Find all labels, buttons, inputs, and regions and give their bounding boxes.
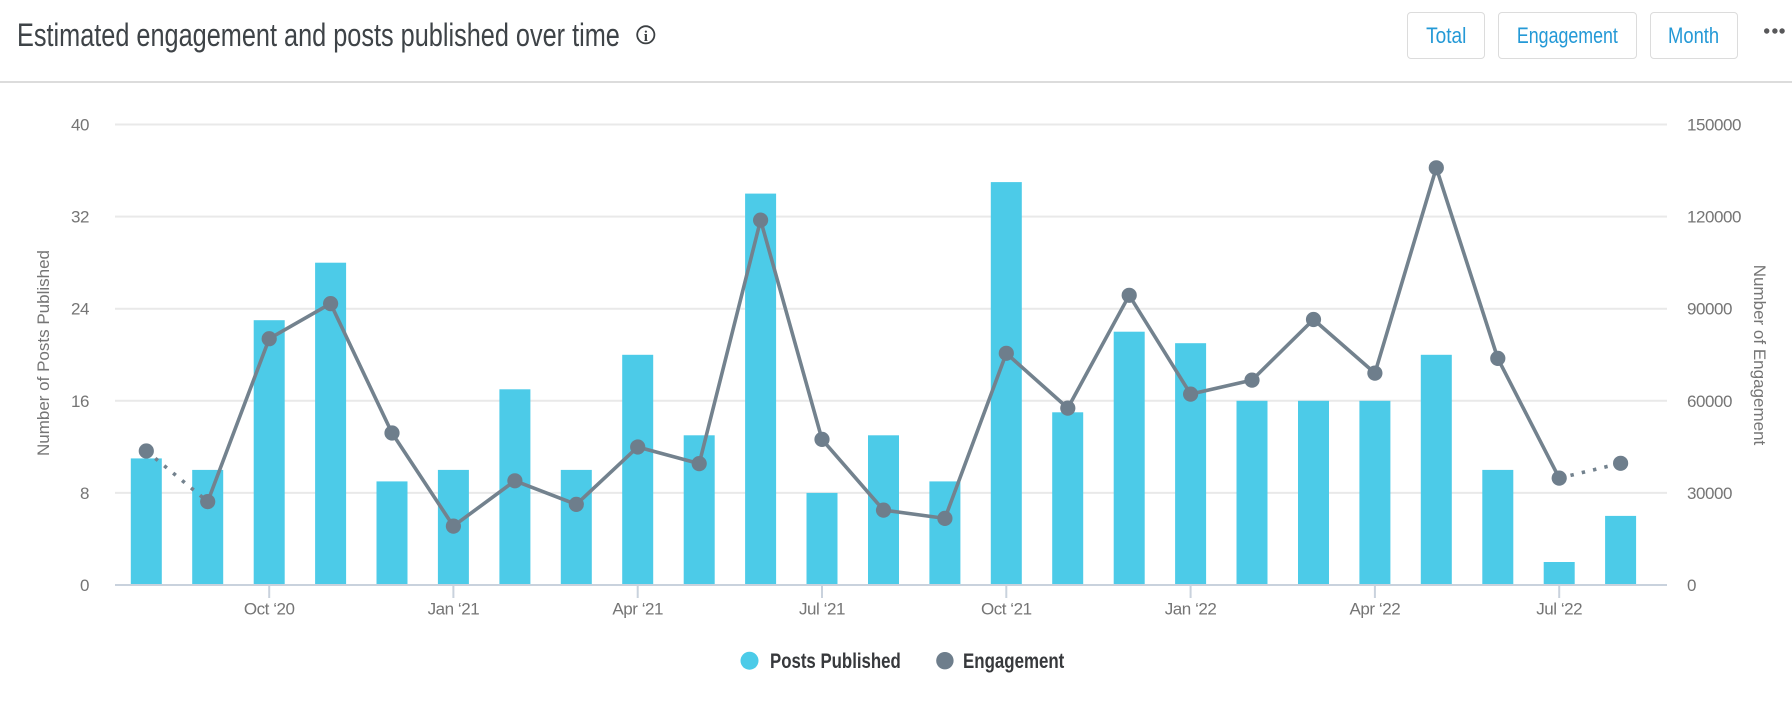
svg-text:60000: 60000 xyxy=(1687,392,1732,411)
svg-text:Posts Published: Posts Published xyxy=(770,650,901,673)
svg-text:0: 0 xyxy=(1687,576,1696,595)
svg-text:40: 40 xyxy=(71,116,89,135)
svg-text:Oct ‘20: Oct ‘20 xyxy=(244,600,295,619)
svg-text:0: 0 xyxy=(80,576,89,595)
svg-text:Number of Engagement: Number of Engagement xyxy=(1750,265,1769,446)
svg-text:Jan ‘22: Jan ‘22 xyxy=(1165,600,1217,619)
svg-text:Jan ‘21: Jan ‘21 xyxy=(428,600,480,619)
svg-text:150000: 150000 xyxy=(1687,116,1741,135)
svg-text:8: 8 xyxy=(80,484,89,503)
svg-text:90000: 90000 xyxy=(1687,300,1732,319)
svg-text:Number of Posts Published: Number of Posts Published xyxy=(34,250,53,456)
svg-text:Oct ‘21: Oct ‘21 xyxy=(981,600,1032,619)
svg-text:i: i xyxy=(644,29,648,45)
svg-text:Jul ‘22: Jul ‘22 xyxy=(1536,600,1582,619)
svg-text:30000: 30000 xyxy=(1687,484,1732,503)
svg-text:Engagement: Engagement xyxy=(963,650,1065,673)
svg-text:Apr ‘22: Apr ‘22 xyxy=(1350,600,1401,619)
svg-text:24: 24 xyxy=(71,300,89,319)
svg-text:120000: 120000 xyxy=(1687,208,1741,227)
svg-text:16: 16 xyxy=(71,392,89,411)
svg-text:Apr ‘21: Apr ‘21 xyxy=(612,600,663,619)
svg-text:Jul ‘21: Jul ‘21 xyxy=(799,600,845,619)
svg-text:32: 32 xyxy=(71,208,89,227)
